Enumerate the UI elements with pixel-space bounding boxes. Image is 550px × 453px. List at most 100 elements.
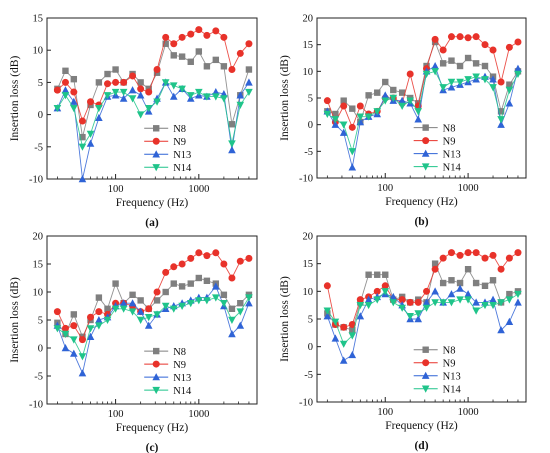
data-point: [70, 97, 78, 105]
data-point: [187, 58, 194, 65]
data-point: [381, 288, 390, 296]
series-line: [56, 42, 250, 138]
legend-marker: [422, 359, 430, 367]
series-N14: [53, 294, 253, 361]
legend-label: N9: [443, 359, 456, 370]
data-point: [481, 254, 489, 262]
data-point: [389, 292, 398, 301]
data-point: [245, 40, 253, 48]
data-point: [390, 86, 397, 94]
data-point: [456, 78, 464, 86]
legend-marker: [152, 373, 160, 381]
data-point: [137, 79, 144, 86]
data-point: [245, 299, 253, 307]
data-point: [53, 308, 61, 316]
data-point: [381, 97, 390, 105]
data-point: [61, 330, 70, 338]
data-point: [178, 33, 186, 41]
data-point: [439, 46, 447, 54]
data-point: [53, 325, 62, 333]
data-point: [153, 311, 161, 319]
data-point: [489, 295, 497, 303]
data-point: [356, 296, 364, 304]
data-point: [472, 279, 480, 287]
data-point: [349, 105, 356, 112]
data-point: [95, 308, 103, 316]
data-point: [447, 83, 456, 91]
chart-panel-3: -10 -5 0 5 10 15 20 100 1000 Frequency (Hz) Insert…: [9, 232, 258, 453]
series-line: [56, 285, 250, 375]
data-point: [95, 316, 103, 324]
data-point: [431, 35, 439, 43]
data-point: [95, 294, 103, 301]
data-point: [349, 326, 356, 334]
data-point: [170, 263, 178, 271]
data-point: [422, 304, 431, 312]
data-point: [220, 300, 228, 308]
data-point: [145, 305, 153, 313]
data-point: [70, 88, 78, 96]
data-point: [186, 300, 195, 308]
data-point: [340, 102, 348, 110]
data-point: [162, 33, 170, 41]
data-point: [447, 290, 456, 298]
y-tick-label: 10: [33, 288, 44, 299]
data-point: [431, 287, 439, 295]
data-point: [340, 97, 347, 104]
data-point: [119, 299, 128, 307]
data-point: [464, 54, 472, 62]
data-point: [331, 116, 340, 124]
data-point: [339, 121, 348, 129]
y-tick-label: 0: [308, 120, 313, 131]
data-point: [169, 82, 178, 90]
data-point: [95, 113, 103, 122]
data-point: [136, 111, 145, 119]
data-point: [356, 113, 365, 121]
panel-label: (a): [145, 217, 159, 229]
data-point: [78, 117, 86, 125]
data-point: [78, 175, 87, 183]
data-point: [53, 86, 61, 94]
data-point: [153, 297, 161, 304]
data-point: [104, 305, 111, 312]
y-tick-label: 10: [33, 46, 44, 57]
data-point: [119, 94, 128, 102]
data-point: [203, 63, 211, 70]
data-point: [220, 63, 228, 70]
series-N14: [323, 68, 522, 156]
legend-label: N8: [173, 124, 186, 135]
y-tick-label: 15: [33, 14, 44, 25]
data-point: [119, 305, 128, 313]
data-point: [348, 163, 357, 171]
data-point: [472, 60, 480, 67]
data-point: [456, 279, 464, 287]
data-point: [356, 312, 365, 320]
data-point: [340, 323, 348, 331]
data-point: [497, 116, 505, 124]
data-point: [398, 96, 406, 104]
panel-label: (b): [414, 216, 428, 228]
data-point: [439, 254, 447, 262]
y-tick-label: 10: [303, 67, 314, 78]
data-point: [186, 92, 195, 100]
legend-marker: [422, 346, 429, 353]
data-point: [212, 282, 220, 290]
data-point: [245, 254, 253, 262]
data-point: [489, 277, 497, 284]
y-tick-label: 20: [303, 14, 314, 25]
data-point: [95, 79, 103, 86]
data-point: [145, 88, 153, 96]
data-point: [236, 321, 245, 329]
data-point: [331, 318, 340, 326]
data-point: [120, 78, 128, 86]
data-point: [481, 282, 489, 289]
series-N14: [323, 288, 522, 348]
data-point: [236, 91, 245, 99]
data-point: [365, 92, 372, 99]
data-point: [178, 85, 186, 93]
data-point: [464, 296, 472, 304]
data-point: [497, 265, 505, 273]
data-point: [178, 302, 186, 310]
